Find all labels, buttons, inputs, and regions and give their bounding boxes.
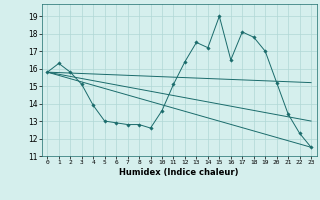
X-axis label: Humidex (Indice chaleur): Humidex (Indice chaleur) (119, 168, 239, 177)
